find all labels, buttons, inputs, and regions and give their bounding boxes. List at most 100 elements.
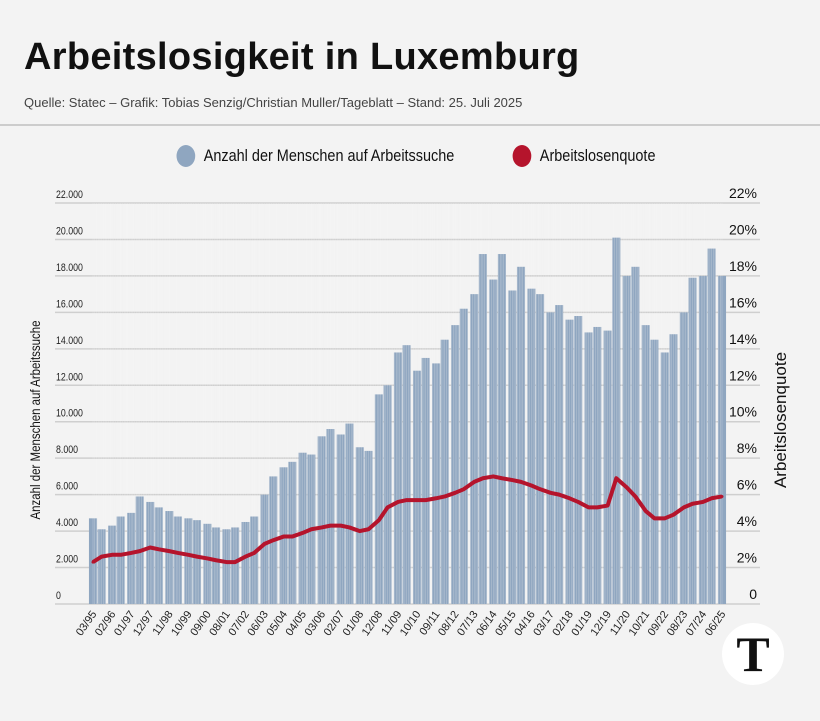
rate-point bbox=[424, 498, 428, 502]
rate-point bbox=[671, 513, 675, 517]
rate-point bbox=[396, 500, 400, 504]
y-left-tick-label: 20.000 bbox=[56, 226, 83, 238]
y-right-tick-label: 4% bbox=[737, 513, 757, 529]
y-left-tick-label: 0 bbox=[56, 590, 61, 602]
rate-point bbox=[271, 538, 275, 542]
x-tick-label: 12/19 bbox=[588, 609, 614, 638]
rate-point bbox=[453, 491, 457, 495]
rate-point bbox=[443, 494, 447, 498]
y-right-tick-label: 22% bbox=[729, 185, 757, 201]
y-right-tick-label: 18% bbox=[729, 258, 757, 274]
rate-point bbox=[568, 496, 572, 500]
rate-point bbox=[282, 535, 286, 539]
rate-point bbox=[205, 556, 209, 560]
y-right-tick-label: 2% bbox=[737, 550, 757, 566]
rate-point bbox=[652, 516, 656, 520]
rate-point bbox=[519, 480, 523, 484]
rate-point bbox=[691, 502, 695, 506]
legend-item-rate: Arbeitslosenquote bbox=[512, 145, 656, 167]
rate-point bbox=[243, 555, 247, 559]
rate-point bbox=[529, 484, 533, 488]
rate-point bbox=[100, 555, 104, 559]
rate-point bbox=[405, 498, 409, 502]
rate-point bbox=[481, 476, 485, 480]
tageblatt-logo: T bbox=[722, 623, 784, 685]
rate-point bbox=[224, 560, 228, 564]
page-title: Arbeitslosigkeit in Luxemburg bbox=[24, 36, 580, 78]
y-right-tick-label: 16% bbox=[729, 294, 757, 310]
divider bbox=[0, 124, 820, 126]
rate-point bbox=[462, 487, 466, 491]
rate-point bbox=[644, 509, 648, 513]
rate-point bbox=[633, 494, 637, 498]
rate-point bbox=[214, 558, 218, 562]
rate-point bbox=[720, 494, 724, 498]
rate-point bbox=[110, 553, 114, 557]
rate-point bbox=[491, 474, 495, 478]
rate-point bbox=[328, 524, 332, 528]
rate-point bbox=[157, 547, 161, 551]
rate-point bbox=[186, 553, 190, 557]
y-left-tick-label: 16.000 bbox=[56, 299, 83, 311]
rate-point bbox=[614, 476, 618, 480]
y-right-tick-label: 0 bbox=[749, 586, 757, 602]
rate-point bbox=[587, 505, 591, 509]
y-left-tick-label: 22.000 bbox=[56, 189, 83, 201]
legend-swatch-line bbox=[512, 145, 532, 167]
y-right-tick-label: 20% bbox=[729, 221, 757, 237]
rate-point bbox=[301, 531, 305, 535]
rate-point bbox=[195, 555, 199, 559]
legend-swatch-bar bbox=[176, 145, 195, 167]
rate-point bbox=[129, 551, 133, 555]
y-right-tick-label: 14% bbox=[729, 331, 757, 347]
legend-item-jobseekers: Anzahl der Menschen auf Arbeitssuche bbox=[176, 145, 454, 167]
rate-point bbox=[309, 527, 313, 531]
rate-point bbox=[263, 542, 267, 546]
rate-point bbox=[91, 560, 95, 564]
y-left-tick-label: 6.000 bbox=[56, 481, 78, 493]
y-left-tick-label: 10.000 bbox=[56, 408, 83, 420]
y-left-tick-label: 18.000 bbox=[56, 262, 83, 274]
y-left-tick-label: 14.000 bbox=[56, 335, 83, 347]
rate-point bbox=[367, 527, 371, 531]
rate-point bbox=[176, 551, 180, 555]
rate-point bbox=[119, 553, 123, 557]
y-left-tick-label: 2.000 bbox=[56, 554, 78, 566]
rate-point bbox=[347, 525, 351, 529]
rate-point bbox=[377, 518, 381, 522]
rate-point bbox=[701, 500, 705, 504]
rate-point bbox=[434, 496, 438, 500]
x-tick-label: 10/10 bbox=[398, 609, 424, 638]
x-tick-label: 06/25 bbox=[703, 609, 729, 638]
y-right-tick-label: 6% bbox=[737, 477, 757, 493]
y-right-tick-label: 10% bbox=[729, 404, 757, 420]
rate-point bbox=[252, 551, 256, 555]
y-right-tick-label: 12% bbox=[729, 367, 757, 383]
legend-label-rate: Arbeitslosenquote bbox=[540, 146, 656, 165]
rate-point bbox=[233, 560, 237, 564]
rate-point bbox=[320, 525, 324, 529]
x-tick-label: 12/08 bbox=[360, 609, 386, 638]
rate-point bbox=[290, 535, 294, 539]
y-left-tick-label: 12.000 bbox=[56, 371, 83, 383]
legend: Anzahl der Menschen auf Arbeitssuche Arb… bbox=[0, 145, 820, 167]
rate-point bbox=[138, 549, 142, 553]
rate-point bbox=[625, 485, 629, 489]
rate-point bbox=[415, 498, 419, 502]
rate-point bbox=[710, 496, 714, 500]
rate-point bbox=[548, 491, 552, 495]
rate-point bbox=[595, 505, 599, 509]
y-right-axis-title: Arbeitslosenquote bbox=[771, 352, 790, 488]
rate-point bbox=[148, 545, 152, 549]
rate-point bbox=[557, 493, 561, 497]
legend-label-jobseekers: Anzahl der Menschen auf Arbeitssuche bbox=[203, 146, 454, 165]
rate-point bbox=[167, 549, 171, 553]
y-left-tick-label: 4.000 bbox=[56, 517, 78, 529]
y-left-axis-title: Anzahl der Menschen auf Arbeitssuche bbox=[27, 320, 43, 519]
logo-letter: T bbox=[736, 626, 770, 682]
rate-point bbox=[386, 505, 390, 509]
rate-point bbox=[510, 478, 514, 482]
rate-point bbox=[606, 504, 610, 508]
y-right-tick-label: 8% bbox=[737, 440, 757, 456]
